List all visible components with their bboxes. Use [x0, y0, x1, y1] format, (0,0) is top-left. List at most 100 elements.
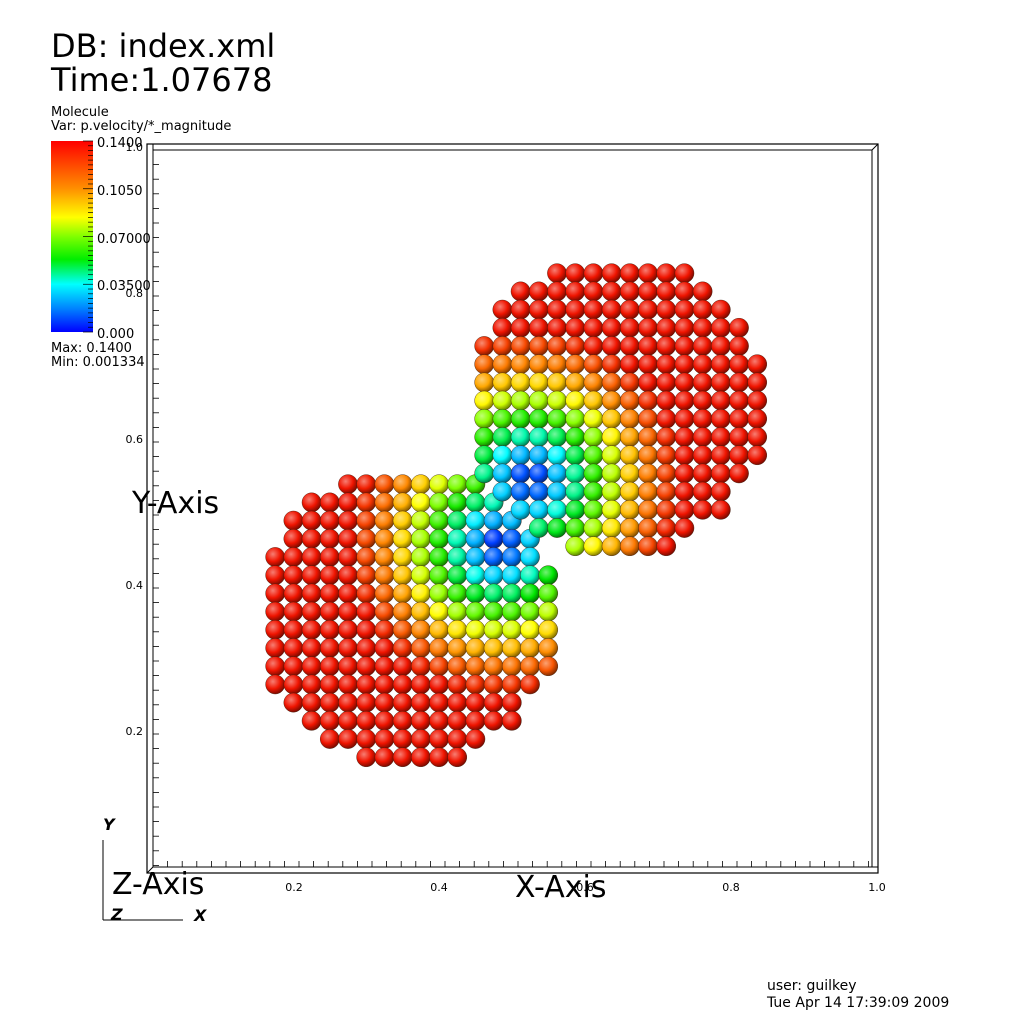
- particle: [492, 317, 513, 338]
- particle: [529, 336, 549, 356]
- particle: [492, 299, 513, 320]
- particle: [711, 481, 731, 502]
- particle: [447, 547, 468, 567]
- particle: [429, 656, 449, 677]
- color-bar-ticks: [83, 140, 93, 333]
- particle: [692, 390, 713, 411]
- particle: [510, 281, 531, 302]
- particle: [583, 390, 604, 411]
- x-tick-label: 0.8: [722, 881, 740, 894]
- particle: [492, 336, 513, 356]
- particle: [529, 481, 549, 502]
- particle: [429, 601, 449, 622]
- particle: [283, 674, 304, 695]
- particle: [501, 638, 522, 658]
- particle: [410, 474, 431, 495]
- particle: [638, 336, 658, 356]
- particle: [674, 427, 695, 447]
- particle: [601, 372, 622, 393]
- particle: [547, 372, 567, 393]
- particle: [483, 583, 504, 604]
- particle: [483, 711, 504, 731]
- particle: [465, 656, 486, 677]
- particle: [547, 317, 567, 338]
- particle: [620, 336, 640, 356]
- particle: [265, 638, 286, 658]
- y-tick-label: 0.8: [126, 287, 144, 300]
- particle: [601, 499, 622, 520]
- particle: [638, 317, 658, 338]
- particle: [711, 427, 731, 447]
- particle: [620, 536, 640, 557]
- particle: [410, 510, 431, 531]
- particle: [501, 529, 522, 549]
- particle: [565, 408, 586, 429]
- particle: [729, 408, 749, 429]
- particle: [565, 445, 586, 466]
- particle: [374, 601, 395, 622]
- particle: [283, 583, 304, 604]
- particle: [674, 281, 695, 302]
- x-tick-label: 0.6: [576, 881, 594, 894]
- particle: [265, 656, 286, 677]
- particle: [547, 281, 567, 302]
- particle: [583, 317, 604, 338]
- particle: [565, 354, 586, 375]
- y-tick-label: 0.6: [126, 433, 144, 446]
- particle: [565, 427, 586, 447]
- particle: [447, 620, 468, 640]
- particle: [510, 354, 531, 375]
- particle: [583, 445, 604, 466]
- particle: [583, 372, 604, 393]
- particle: [510, 499, 531, 520]
- legend-min: Min: 0.001334: [51, 355, 145, 370]
- particle: [565, 372, 586, 393]
- particle: [638, 372, 658, 393]
- particle: [338, 474, 358, 495]
- particle: [501, 711, 522, 731]
- particle: [474, 336, 495, 356]
- particle: [265, 583, 286, 604]
- particle: [620, 481, 640, 502]
- particle: [674, 317, 695, 338]
- particle: [392, 656, 413, 677]
- particle: [483, 656, 504, 677]
- particle: [356, 692, 377, 713]
- particle: [747, 445, 768, 466]
- particle: [492, 481, 513, 502]
- particle: [674, 463, 695, 484]
- particle: [265, 620, 286, 640]
- particle: [547, 518, 567, 538]
- particle: [711, 317, 731, 338]
- color-bar-tick-label: 0.03500: [97, 279, 151, 294]
- particle: [538, 583, 559, 604]
- particle: [711, 390, 731, 411]
- particle: [392, 583, 413, 604]
- particle: [529, 281, 549, 302]
- particle: [501, 601, 522, 622]
- particle: [283, 601, 304, 622]
- particle: [338, 510, 358, 531]
- particle: [538, 638, 559, 658]
- particle: [319, 601, 340, 622]
- particle: [319, 656, 340, 677]
- particle: [356, 656, 377, 677]
- particle: [474, 427, 495, 447]
- particle: [319, 729, 340, 749]
- particle: [547, 390, 567, 411]
- particle: [447, 638, 468, 658]
- particle: [447, 656, 468, 677]
- particle: [747, 427, 768, 447]
- particle: [265, 674, 286, 695]
- particle: [356, 583, 377, 604]
- particle: [510, 408, 531, 429]
- particle: [474, 463, 495, 484]
- particle: [601, 354, 622, 375]
- particle: [583, 336, 604, 356]
- particle: [547, 336, 567, 356]
- y-tick-label: 1.0: [126, 141, 144, 154]
- particle: [465, 547, 486, 567]
- particle: [410, 656, 431, 677]
- particle: [374, 547, 395, 567]
